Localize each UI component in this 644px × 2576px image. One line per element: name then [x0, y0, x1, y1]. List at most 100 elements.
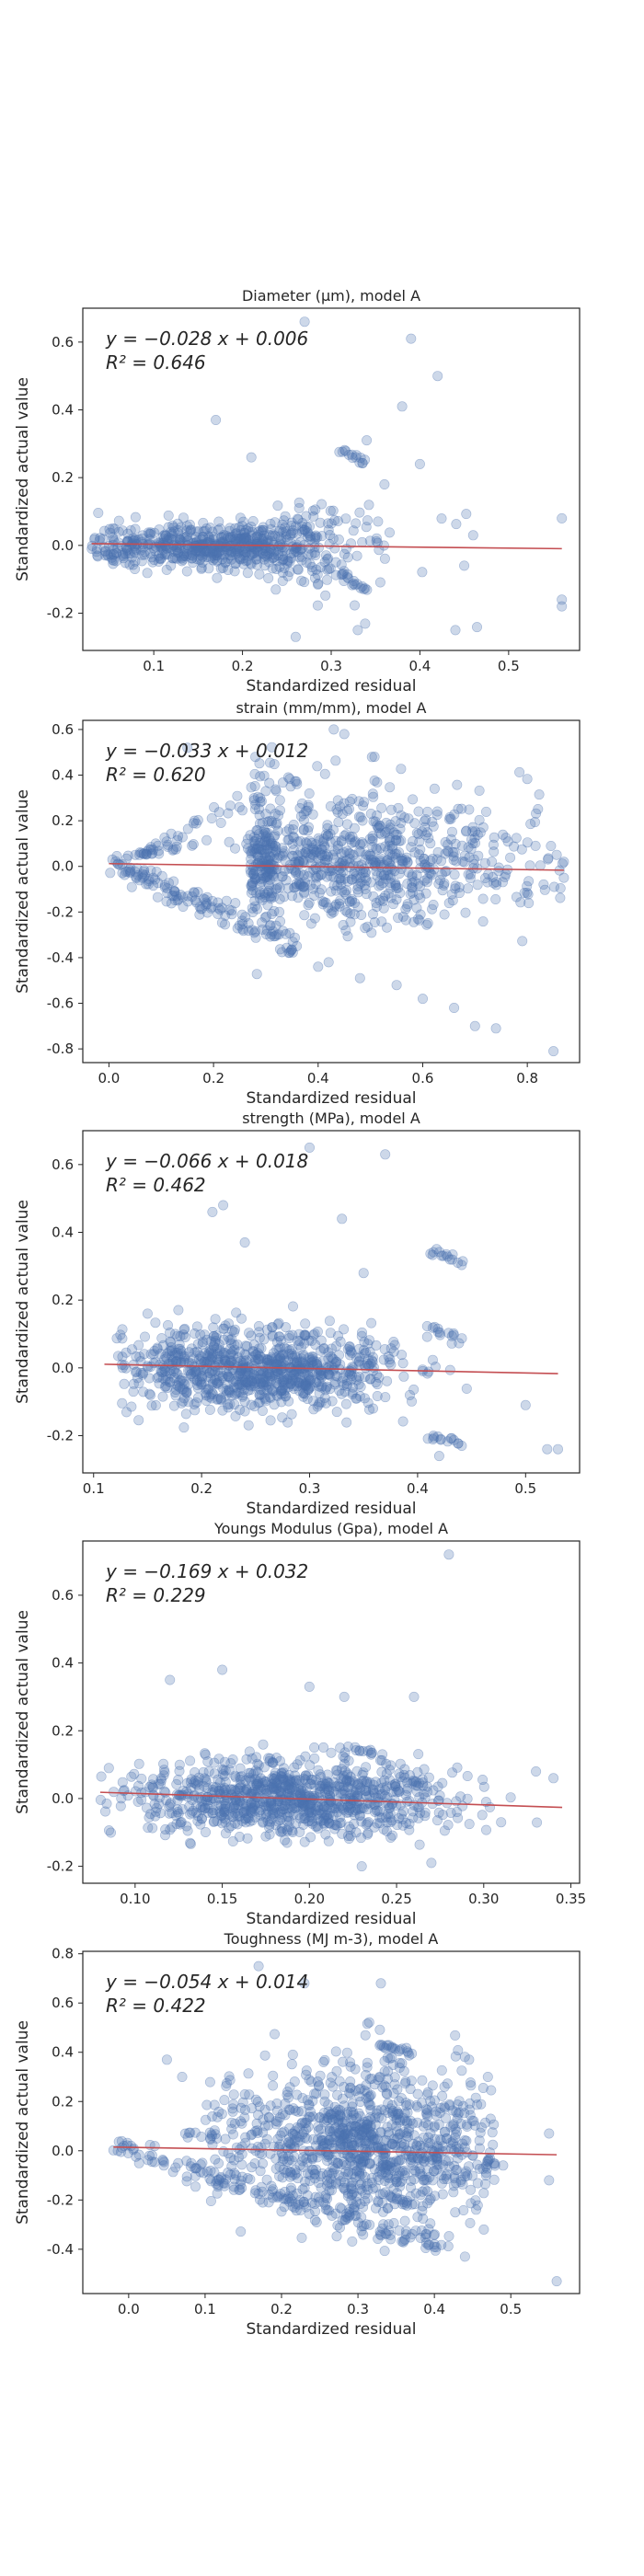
data-point [353, 1379, 364, 1390]
data-point [371, 901, 382, 912]
data-point [265, 803, 276, 814]
data-point [478, 2188, 489, 2199]
data-point [322, 564, 333, 575]
data-point [419, 822, 430, 833]
data-point [479, 857, 490, 868]
data-point [196, 1374, 207, 1385]
data-point [342, 552, 353, 563]
data-point [407, 878, 418, 889]
data-point [360, 1347, 371, 1358]
data-point [449, 846, 460, 857]
data-point [260, 550, 271, 561]
data-point [173, 1343, 184, 1354]
data-point [233, 1371, 244, 1382]
data-point [286, 944, 297, 955]
data-point [177, 1384, 188, 1395]
data-point [227, 531, 238, 542]
data-point [450, 2030, 461, 2041]
data-point [436, 868, 447, 880]
data-point [373, 516, 384, 527]
data-point [236, 915, 247, 926]
data-point [303, 549, 314, 560]
data-point [450, 625, 461, 636]
data-point [265, 851, 276, 862]
data-point [330, 835, 341, 846]
data-point [286, 1784, 297, 1795]
data-point [173, 527, 184, 538]
data-point [138, 848, 149, 859]
data-point [174, 543, 185, 554]
data-point [269, 931, 280, 942]
data-point [156, 1367, 167, 1378]
data-point [323, 1369, 334, 1380]
data-point [353, 796, 364, 807]
data-point [128, 1378, 139, 1389]
data-point [335, 868, 346, 880]
data-point [191, 1374, 202, 1386]
data-point [187, 538, 198, 549]
data-point [230, 898, 241, 909]
data-point [348, 1382, 359, 1393]
data-point [247, 548, 258, 559]
data-point [158, 534, 169, 545]
data-point [304, 1335, 315, 1346]
data-point [165, 533, 176, 544]
data-point [414, 458, 425, 469]
data-point [204, 1346, 215, 1357]
data-point [288, 1802, 299, 1813]
data-point [343, 449, 354, 460]
data-point [479, 872, 490, 883]
data-point [230, 558, 241, 569]
data-point [314, 887, 325, 898]
data-point [232, 530, 243, 541]
data-point [255, 1385, 266, 1396]
data-point [277, 567, 288, 578]
x-tick-label: 0.4 [407, 1480, 429, 1497]
data-point [291, 776, 302, 787]
data-point [144, 844, 155, 855]
data-point [189, 1362, 200, 1373]
data-point [285, 2139, 296, 2150]
data-point [178, 1393, 190, 1404]
data-point [298, 869, 309, 880]
data-point [330, 755, 341, 766]
data-point [279, 1834, 290, 1846]
data-point [331, 1407, 342, 1418]
data-point [286, 944, 297, 955]
data-point [167, 528, 178, 539]
r-squared: R² = 0.229 [106, 1584, 206, 1606]
data-point [413, 879, 424, 890]
data-point [215, 563, 226, 574]
data-point [467, 530, 478, 541]
data-point [281, 826, 292, 837]
data-point [267, 1386, 278, 1397]
data-point [201, 546, 212, 558]
data-point [111, 1333, 122, 1344]
data-point [329, 543, 340, 554]
data-point [396, 863, 407, 874]
data-point [336, 879, 347, 890]
data-point [279, 845, 290, 857]
data-point [217, 1371, 228, 1382]
data-point [207, 895, 218, 906]
data-point [243, 525, 254, 536]
data-point [372, 870, 383, 881]
data-point [267, 840, 278, 851]
data-point [349, 600, 360, 611]
data-point [248, 927, 259, 938]
data-point [178, 551, 190, 562]
data-point [162, 1348, 173, 1359]
data-point [113, 526, 124, 537]
data-point [351, 870, 362, 881]
data-point [274, 1352, 285, 1363]
data-point [166, 898, 177, 909]
data-point [255, 879, 266, 890]
data-point [220, 2133, 231, 2145]
data-point [189, 887, 200, 898]
data-point [212, 572, 223, 583]
data-point [261, 836, 272, 847]
data-point [282, 834, 293, 845]
data-point [353, 1371, 364, 1382]
data-point [138, 848, 149, 859]
data-point [170, 1390, 181, 1401]
